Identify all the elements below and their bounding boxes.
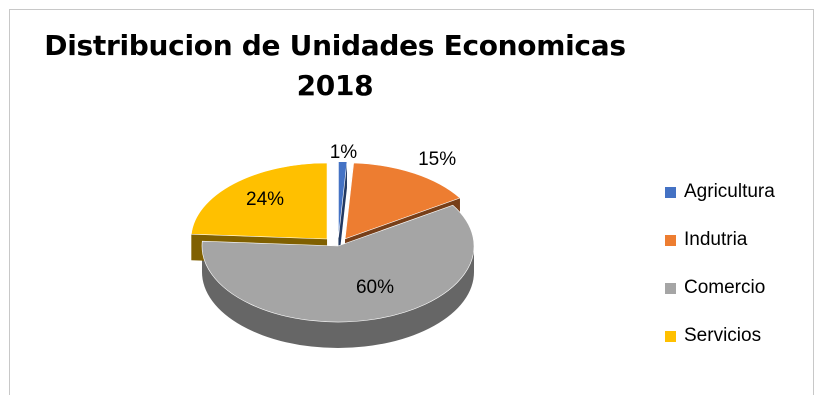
chart-title-line-1: Distribucion de Unidades Economicas (44, 29, 626, 62)
chart-title: Distribucion de Unidades Economicas 2018 (0, 26, 670, 106)
data-label-indutria: 15% (418, 149, 456, 170)
data-labels: 1% 15% 60% 24% (246, 142, 456, 298)
data-label-servicios: 24% (246, 189, 284, 210)
legend-label-indutria: Indutria (684, 229, 748, 250)
pie-edge-agricultura-1 (338, 161, 347, 264)
legend-label-agricultura: Agricultura (684, 181, 775, 202)
pie-slice-indutria (344, 162, 461, 240)
chart-title-line-2: 2018 (296, 69, 374, 102)
data-label-agricultura: 1% (330, 142, 358, 163)
legend-label-servicios: Servicios (684, 325, 762, 346)
legend-swatch-comercio (665, 282, 676, 294)
legend-swatch-servicios (665, 330, 676, 342)
pie-slice-agricultura (338, 161, 348, 238)
legend-item-agricultura: Agricultura (665, 180, 775, 204)
legend-item-comercio: Comercio (665, 276, 775, 300)
legend-label-comercio: Comercio (684, 277, 766, 298)
legend-item-servicios: Servicios (665, 324, 775, 348)
legend-swatch-indutria (665, 234, 676, 246)
pie-slice-comercio (201, 204, 475, 323)
data-label-comercio: 60% (356, 277, 394, 298)
legend-item-indutria: Indutria (665, 228, 775, 252)
pie-wall-comercio (202, 246, 474, 348)
legend: Agricultura Indutria Comercio Servicios (665, 180, 775, 372)
legend-swatch-agricultura (665, 186, 676, 198)
pie-slice-servicios (190, 162, 328, 240)
pie-top-faces (190, 161, 475, 323)
